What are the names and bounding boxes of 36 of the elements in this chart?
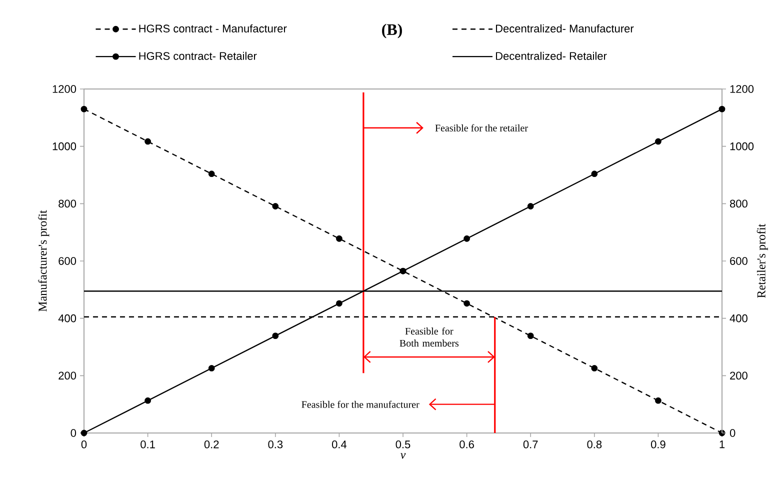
y2-tick-label: 1000 bbox=[730, 142, 754, 150]
y-tick-label: 1000 bbox=[52, 142, 76, 150]
y-tick-label: 600 bbox=[58, 257, 76, 265]
y-axis-title: Manufacturer's profit bbox=[38, 210, 50, 312]
y2-tick-label: 1200 bbox=[730, 85, 754, 93]
annotation: Feasible for the retailer bbox=[435, 124, 528, 132]
x-tick-label: 0.6 bbox=[460, 440, 474, 448]
legend-label: HGRS contract- Retailer bbox=[139, 52, 257, 60]
x-tick-label: 1 bbox=[720, 440, 725, 448]
x-tick-label: 0.9 bbox=[651, 440, 666, 448]
y2-tick-label: 800 bbox=[730, 200, 748, 208]
y-tick-label: 1200 bbox=[52, 85, 76, 93]
y2-tick-label: 600 bbox=[730, 257, 748, 265]
legend-label: HGRS contract - Manufacturer bbox=[139, 24, 287, 32]
y-tick-label: 0 bbox=[70, 429, 76, 437]
x-tick-label: 0.3 bbox=[268, 440, 283, 448]
y-tick-label: 200 bbox=[58, 372, 76, 380]
x-tick-label: 0.2 bbox=[204, 440, 219, 448]
y2-tick-label: 400 bbox=[730, 314, 748, 322]
y-tick-label: 800 bbox=[58, 200, 76, 208]
chart-title: (B) bbox=[382, 24, 402, 38]
legend-label: Decentralized- Manufacturer bbox=[496, 24, 634, 32]
x-tick-label: 0 bbox=[81, 440, 87, 448]
y2-tick-label: 200 bbox=[730, 372, 748, 380]
annotation: Feasible for Both members bbox=[400, 327, 459, 347]
x-tick-label: 0.1 bbox=[140, 440, 155, 448]
y2-axis-title: Retailer's profit bbox=[756, 224, 768, 298]
y-tick-label: 400 bbox=[58, 314, 76, 322]
legend-label: Decentralized- Retailer bbox=[496, 52, 607, 60]
x-tick-label: 0.4 bbox=[332, 440, 347, 448]
x-tick-label: 0.8 bbox=[587, 440, 602, 448]
x-tick-label: 0.5 bbox=[396, 440, 410, 448]
x-axis-title: v bbox=[400, 453, 406, 459]
x-tick-label: 0.7 bbox=[523, 440, 538, 448]
y2-tick-label: 0 bbox=[730, 429, 736, 437]
annotation: Feasible for the manufacturer bbox=[302, 400, 420, 408]
